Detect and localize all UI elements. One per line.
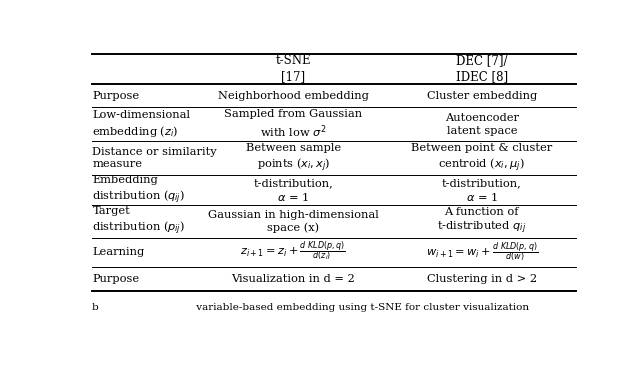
Text: Distance or similarity
measure: Distance or similarity measure xyxy=(92,147,217,170)
Text: $w_{i+1} = w_i + \frac{d\ KLD(p,q)}{d(w)}$: $w_{i+1} = w_i + \frac{d\ KLD(p,q)}{d(w)… xyxy=(426,240,538,264)
Text: t-distribution,
$\alpha$ = 1: t-distribution, $\alpha$ = 1 xyxy=(442,178,522,203)
Text: Embedding
distribution ($q_{ij}$): Embedding distribution ($q_{ij}$) xyxy=(92,175,186,206)
Text: Purpose: Purpose xyxy=(92,91,140,101)
Text: Learning: Learning xyxy=(92,247,145,257)
Text: Clustering in d > 2: Clustering in d > 2 xyxy=(427,274,537,284)
Text: DEC [7]/
IDEC [8]: DEC [7]/ IDEC [8] xyxy=(456,54,508,83)
Text: Neighborhood embedding: Neighborhood embedding xyxy=(218,91,369,101)
Text: b                              variable-based embedding using t-SNE for cluster : b variable-based embedding using t-SNE f… xyxy=(92,303,529,312)
Text: t-SNE
[17]: t-SNE [17] xyxy=(275,54,311,83)
Text: Between point & cluster
centroid ($x_i, \mu_j$): Between point & cluster centroid ($x_i, … xyxy=(411,143,552,174)
Text: Gaussian in high-dimensional
space (x): Gaussian in high-dimensional space (x) xyxy=(208,210,379,233)
Text: $z_{i+1} = z_i + \frac{d\ KLD(p,q)}{d(z_i)}$: $z_{i+1} = z_i + \frac{d\ KLD(p,q)}{d(z_… xyxy=(241,240,346,264)
Text: Sampled from Gaussian
with low $\sigma^2$: Sampled from Gaussian with low $\sigma^2… xyxy=(224,109,362,139)
Text: t-distribution,
$\alpha$ = 1: t-distribution, $\alpha$ = 1 xyxy=(253,178,333,203)
Text: Visualization in d = 2: Visualization in d = 2 xyxy=(232,274,355,284)
Text: Low-dimensional
embedding ($z_i$): Low-dimensional embedding ($z_i$) xyxy=(92,110,191,138)
Text: Cluster embedding: Cluster embedding xyxy=(427,91,537,101)
Text: Target
distribution ($p_{ij}$): Target distribution ($p_{ij}$) xyxy=(92,206,186,237)
Text: Between sample
points ($x_i, x_j$): Between sample points ($x_i, x_j$) xyxy=(246,143,341,174)
Text: A function of
t-distributed $q_{ij}$: A function of t-distributed $q_{ij}$ xyxy=(437,207,526,236)
Text: Purpose: Purpose xyxy=(92,274,140,284)
Text: Autoencoder
latent space: Autoencoder latent space xyxy=(445,113,519,135)
